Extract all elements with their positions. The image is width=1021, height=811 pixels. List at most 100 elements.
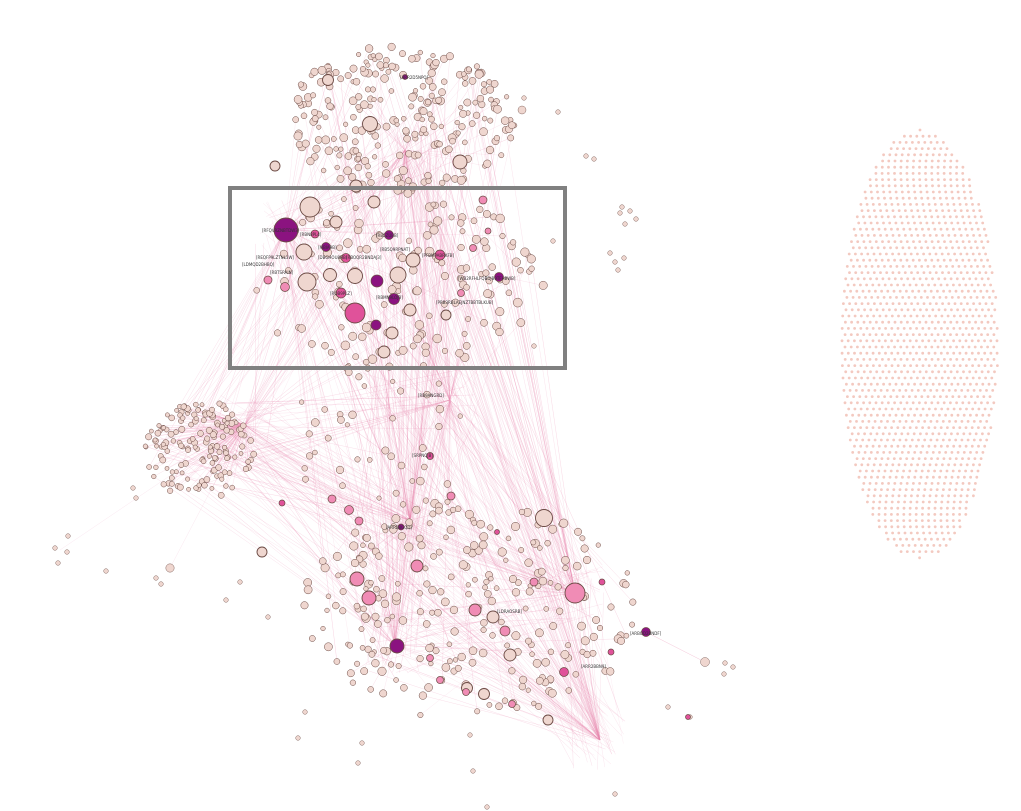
graph-node <box>465 316 472 322</box>
graph-edge <box>425 522 428 545</box>
graph-node <box>555 109 561 115</box>
isolated-node <box>933 147 936 151</box>
graph-edge <box>266 202 579 723</box>
node-label: [RB5Q9RPNAT] <box>380 247 410 252</box>
graph-node <box>180 415 186 421</box>
isolated-node <box>899 457 902 460</box>
graph-node <box>374 142 381 149</box>
isolated-node <box>988 265 992 268</box>
isolated-node <box>850 358 853 361</box>
graph-node <box>417 541 426 550</box>
graph-node <box>354 660 361 667</box>
isolated-node <box>874 289 877 293</box>
graph-node <box>216 400 223 407</box>
isolated-node <box>876 451 879 454</box>
isolated-node <box>843 345 847 349</box>
isolated-node <box>846 426 850 429</box>
graph-node <box>174 408 179 413</box>
isolated-node <box>867 420 871 423</box>
graph-node <box>362 244 371 254</box>
graph-edge <box>409 155 416 521</box>
graph-node <box>64 549 70 555</box>
isolated-node <box>964 227 968 231</box>
isolated-node <box>879 389 883 392</box>
isolated-node <box>969 265 973 268</box>
isolated-node <box>978 302 982 305</box>
isolated-node <box>916 494 919 498</box>
isolated-node <box>941 209 944 213</box>
isolated-node <box>986 401 989 405</box>
isolated-node <box>866 234 870 237</box>
isolated-node <box>965 364 968 367</box>
graph-node <box>488 96 494 103</box>
graph-node <box>470 541 479 550</box>
isolated-node <box>904 488 908 491</box>
graph-edge <box>369 324 396 646</box>
isolated-node <box>955 333 959 336</box>
isolated-node <box>933 339 937 343</box>
graph-edge <box>414 152 441 402</box>
graph-node <box>130 485 136 491</box>
graph-node <box>152 437 158 443</box>
isolated-node <box>877 469 881 473</box>
isolated-node <box>905 401 909 405</box>
graph-edge <box>181 445 411 521</box>
isolated-node <box>964 506 968 510</box>
isolated-node <box>885 234 889 237</box>
isolated-node <box>921 227 924 231</box>
isolated-node <box>878 376 882 380</box>
isolated-node <box>899 345 903 349</box>
graph-node <box>522 605 529 612</box>
isolated-node <box>953 463 957 467</box>
isolated-node <box>882 382 885 386</box>
isolated-node <box>867 389 871 392</box>
isolated-node <box>866 376 870 380</box>
isolated-node <box>875 277 879 281</box>
graph-node <box>577 621 586 631</box>
isolated-node <box>896 444 900 448</box>
graph-node <box>55 560 61 566</box>
isolated-node <box>972 389 976 392</box>
isolated-node <box>937 184 941 188</box>
isolated-node <box>869 413 873 417</box>
graph-node <box>193 416 199 421</box>
graph-edge <box>347 243 411 521</box>
isolated-node <box>901 395 905 398</box>
isolated-node <box>962 432 966 436</box>
isolated-node <box>907 196 911 200</box>
isolated-node <box>946 500 950 504</box>
isolated-node <box>939 395 942 398</box>
graph-edge <box>370 131 601 741</box>
isolated-node <box>848 438 852 442</box>
isolated-node <box>965 252 969 256</box>
graph-node <box>322 114 329 121</box>
isolated-node <box>919 153 923 157</box>
graph-node <box>414 320 425 330</box>
graph-node <box>468 603 482 617</box>
graph-node <box>344 152 353 160</box>
isolated-node <box>909 327 912 330</box>
graph-node <box>300 601 309 610</box>
graph-edge <box>250 444 403 527</box>
isolated-node <box>908 426 912 429</box>
isolated-node <box>880 215 884 219</box>
isolated-node <box>910 302 913 305</box>
isolated-node <box>842 389 846 392</box>
isolated-node <box>941 271 944 274</box>
isolated-node <box>936 172 940 175</box>
isolated-node <box>973 333 977 336</box>
graph-node <box>413 334 422 344</box>
isolated-node <box>907 544 911 547</box>
isolated-node <box>879 234 882 237</box>
isolated-node <box>981 221 985 225</box>
graph-node <box>449 137 456 145</box>
graph-node <box>178 425 186 433</box>
graph-edge <box>394 125 515 646</box>
graph-node <box>516 318 526 327</box>
isolated-node <box>919 296 923 299</box>
graph-node <box>355 104 362 110</box>
graph-node <box>245 458 251 465</box>
graph-node <box>205 427 213 434</box>
graph-node <box>302 475 309 483</box>
isolated-node <box>905 457 909 460</box>
